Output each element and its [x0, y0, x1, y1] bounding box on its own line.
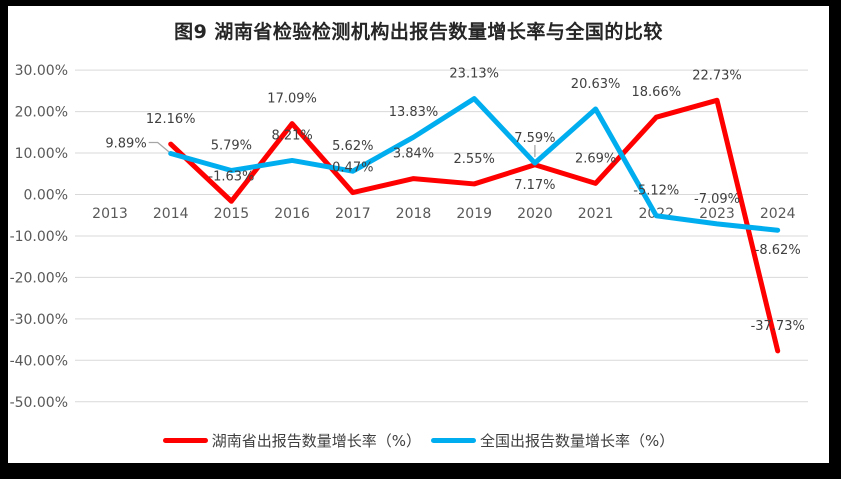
y-axis-tick-label: 20.00% [15, 105, 68, 121]
data-label: 20.63% [571, 77, 621, 92]
data-label: 18.66% [632, 85, 682, 100]
x-axis-tick-label: 2021 [578, 206, 614, 222]
data-label: 2.69% [575, 151, 616, 166]
data-label: 7.59% [514, 131, 555, 146]
legend-label-national: 全国出报告数量增长率（%） [480, 432, 675, 450]
y-axis-tick-label: -50.00% [10, 395, 68, 411]
chart-window: 图9 湖南省检验检测机构出报告数量增长率与全国的比较 30.00% 20.00% 1… [8, 6, 829, 463]
legend-item-national: 全国出报告数量增长率（%） [431, 430, 674, 451]
legend-label-hunan: 湖南省出报告数量增长率（%） [211, 432, 421, 450]
y-axis-tick-label: 10.00% [15, 146, 68, 162]
data-label: -8.62% [755, 243, 801, 258]
data-label: 8.21% [271, 128, 312, 143]
y-axis-tick-label: -30.00% [10, 312, 68, 328]
data-label: 9.89% [105, 137, 146, 152]
data-label: 0.47% [332, 161, 373, 176]
chart-title: 图9 湖南省检验检测机构出报告数量增长率与全国的比较 [174, 21, 663, 43]
data-label: -37.73% [751, 319, 805, 334]
x-axis-tick-label: 2015 [214, 206, 250, 222]
x-axis-tick-label: 2019 [456, 206, 492, 222]
x-axis-tick-label: 2013 [92, 206, 128, 222]
data-label: -5.12% [633, 184, 679, 199]
x-axis-tick-label: 2023 [699, 206, 735, 222]
data-label: -1.63% [208, 169, 254, 184]
y-axis-tick-label: -20.00% [10, 270, 68, 286]
x-axis-tick-label: 2024 [760, 206, 796, 222]
x-axis-tick-label: 2020 [517, 206, 553, 222]
data-label: 7.17% [514, 178, 555, 193]
x-axis-tick-label: 2017 [335, 206, 371, 222]
y-axis-tick-label: 30.00% [15, 63, 68, 79]
data-label: 23.13% [449, 67, 499, 82]
hunan-line-swatch-icon [162, 438, 208, 443]
data-label: -7.09% [694, 192, 740, 207]
y-axis-tick-label: -10.00% [10, 229, 68, 245]
data-label: 22.73% [692, 68, 742, 83]
y-axis-tick-label: 0.00% [24, 188, 68, 204]
x-axis-tick-label: 2016 [274, 206, 310, 222]
data-label: 13.83% [389, 105, 439, 120]
chart-plot: 30.00% 20.00% 10.00% 0.00% -10.00% -20.00% -30… [10, 63, 808, 411]
national-series-line [168, 96, 781, 233]
y-axis-tick-label: -40.00% [10, 353, 68, 369]
x-axis-tick-label: 2014 [153, 206, 189, 222]
data-label: 17.09% [267, 92, 317, 107]
legend-item-hunan: 湖南省出报告数量增长率（%） [162, 430, 421, 451]
data-label: 3.84% [393, 147, 434, 162]
hunan-series-line [168, 97, 781, 354]
national-line-swatch-icon [431, 438, 476, 443]
label-leader-line [148, 141, 171, 154]
data-label: 12.16% [146, 112, 196, 127]
legend: 湖南省出报告数量增长率（%） 全国出报告数量增长率（%） [8, 430, 829, 451]
data-label: 5.62% [332, 139, 373, 154]
data-label: 2.55% [454, 152, 495, 167]
data-label: 5.79% [211, 139, 252, 154]
x-axis-tick-label: 2018 [396, 206, 432, 222]
